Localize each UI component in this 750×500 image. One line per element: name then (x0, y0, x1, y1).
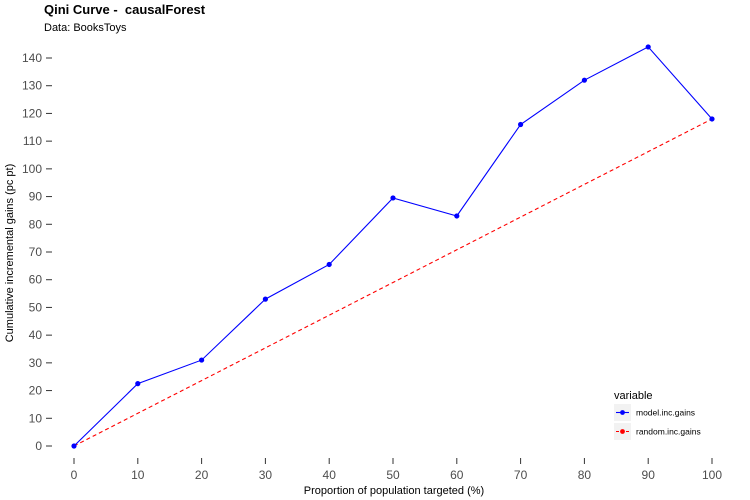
chart-subtitle: Data: BooksToys (44, 22, 127, 34)
model-inc-gains-point (326, 261, 332, 268)
y-tick-label: 10 (29, 411, 43, 425)
y-tick-label: 100 (22, 162, 42, 176)
y-tick-label: 110 (23, 134, 42, 148)
x-tick-label: 20 (195, 468, 209, 482)
legend-key-point (620, 410, 625, 415)
series-layer (71, 44, 715, 449)
y-axis-ticks: 0 10 20 30 40 50 60 70 80 90 100 110 120 130 140 (22, 51, 52, 453)
y-tick-label: 40 (29, 328, 43, 342)
y-tick-label: 0 (35, 439, 42, 453)
y-axis-title: Cumulative incremental gains (pc pt) (4, 164, 16, 343)
x-axis-title: Proportion of population targeted (%) (304, 485, 484, 497)
y-tick-label: 130 (22, 79, 42, 93)
y-tick-label: 30 (29, 356, 43, 370)
legend-label: model.inc.gains (636, 408, 695, 418)
model-inc-gains-point (390, 195, 396, 201)
legend-label: random.inc.gains (636, 427, 701, 437)
x-tick-label: 90 (642, 468, 656, 482)
x-axis-ticks: 0 10 20 30 40 50 60 70 80 90 100 (71, 458, 722, 482)
y-tick-label: 70 (29, 245, 43, 259)
legend-title: variable (614, 390, 653, 402)
model-inc-gains-point (71, 443, 77, 449)
y-tick-label: 20 (29, 384, 43, 398)
y-tick-label: 80 (29, 217, 43, 231)
y-tick-label: 60 (29, 273, 43, 287)
x-tick-label: 50 (386, 468, 400, 482)
legend: variable model.inc.gains random.inc.gains (614, 390, 701, 440)
model-inc-gains-point (518, 121, 524, 128)
y-tick-label: 90 (29, 190, 43, 204)
y-tick-label: 120 (22, 106, 42, 120)
model-inc-gains-point (262, 296, 268, 302)
x-tick-label: 40 (323, 468, 337, 482)
random-inc-gains-line (73, 118, 713, 447)
legend-key-point (620, 429, 625, 434)
model-inc-gains-point (454, 213, 460, 219)
model-inc-gains-point (709, 116, 715, 122)
model-inc-gains-point (199, 357, 205, 363)
model-inc-gains-point (581, 77, 588, 83)
x-tick-label: 10 (131, 468, 145, 482)
y-tick-label: 140 (22, 51, 42, 65)
x-tick-label: 60 (450, 468, 464, 482)
x-tick-label: 0 (71, 468, 78, 482)
chart-title: Qini Curve - causalForest (44, 2, 206, 17)
x-tick-label: 30 (259, 468, 273, 482)
y-tick-label: 50 (29, 300, 43, 314)
model-inc-gains-line (73, 46, 713, 447)
x-tick-label: 70 (514, 468, 528, 482)
model-inc-gains-point (135, 381, 141, 387)
x-tick-label: 80 (578, 468, 592, 482)
x-tick-label: 100 (702, 468, 722, 482)
model-inc-gains-point (645, 44, 651, 50)
